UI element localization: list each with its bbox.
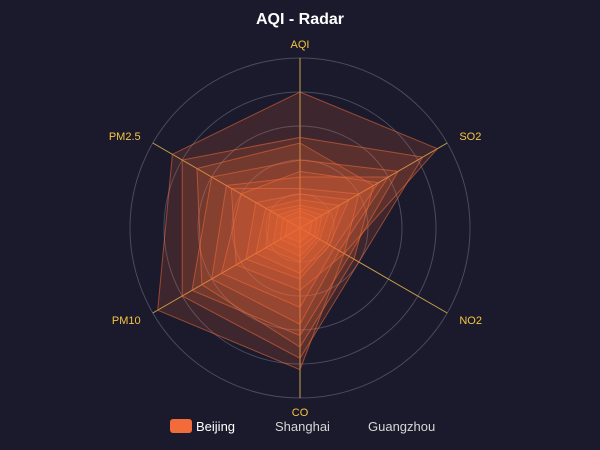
radar-series-polygon[interactable] bbox=[211, 176, 390, 326]
axis-label-so2: SO2 bbox=[459, 131, 481, 143]
radar-series-polygon[interactable] bbox=[230, 187, 360, 291]
legend-item-shanghai[interactable]: Shanghai bbox=[275, 419, 330, 434]
radar-axis-line bbox=[152, 227, 301, 314]
legend-swatch bbox=[170, 419, 192, 433]
radar-series-polygon[interactable] bbox=[245, 193, 350, 280]
legend-item-beijing[interactable]: Beijing bbox=[170, 419, 235, 434]
radar-axis-labels: AQI SO2 NO2 CO PM10 PM2.5 bbox=[109, 39, 482, 419]
axis-label-pm25: PM2.5 bbox=[109, 131, 141, 143]
legend: Beijing Shanghai Guangzhou bbox=[170, 419, 435, 434]
legend-label: Beijing bbox=[196, 419, 235, 434]
legend-label: Shanghai bbox=[275, 419, 330, 434]
chart-title: AQI - Radar bbox=[256, 11, 344, 28]
axis-label-pm10: PM10 bbox=[112, 315, 141, 327]
radar-series-polygon[interactable] bbox=[181, 136, 424, 359]
axis-label-no2: NO2 bbox=[459, 315, 482, 327]
radar-series-polygon[interactable] bbox=[284, 216, 313, 243]
axis-label-aqi: AQI bbox=[291, 39, 310, 51]
radar-series-polygon[interactable] bbox=[255, 199, 340, 274]
radar-axis-line bbox=[299, 227, 448, 314]
radar-series-polygon[interactable] bbox=[191, 159, 399, 337]
axis-label-co: CO bbox=[292, 407, 309, 419]
radar-series bbox=[157, 91, 439, 371]
legend-label: Guangzhou bbox=[368, 419, 435, 434]
legend-item-guangzhou[interactable]: Guangzhou bbox=[368, 419, 435, 434]
